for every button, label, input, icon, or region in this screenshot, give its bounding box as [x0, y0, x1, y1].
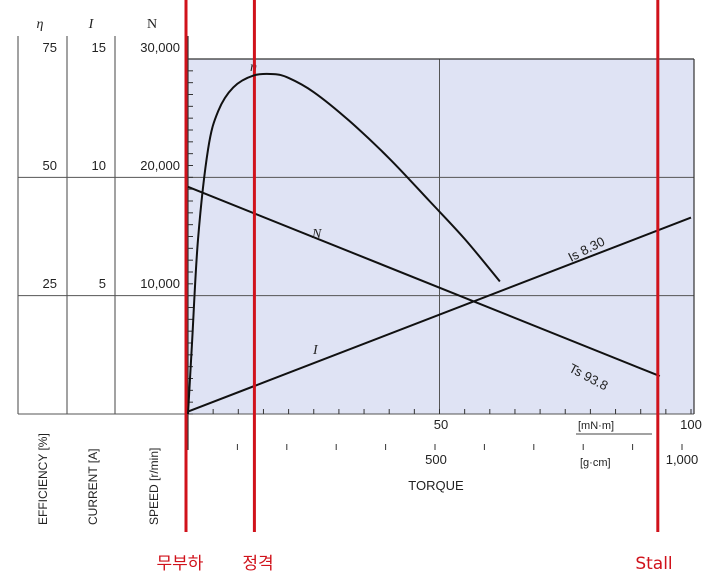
marker-label: 무부하: [157, 554, 204, 574]
current-tick-label: 5: [99, 276, 106, 291]
series-line-current: [187, 216, 692, 413]
plot-area: [188, 59, 694, 414]
efficiency-tick-label: 50: [43, 158, 57, 173]
speed-axis-title: SPEED [r/min]: [147, 448, 161, 525]
series-label-current: I: [312, 343, 319, 358]
current-header: I: [88, 17, 95, 32]
x-tick-label-g: 1,000: [666, 452, 699, 467]
x-tick-label-g: 500: [425, 452, 447, 467]
current-tick-label: 10: [92, 158, 106, 173]
efficiency-tick-label: 75: [43, 40, 57, 55]
x-unit-g: [g·cm]: [580, 457, 611, 469]
x-tick-label-mn: 50: [434, 417, 448, 432]
speed-tick-label: 20,000: [140, 158, 180, 173]
x-minor-ticks: [187, 409, 692, 450]
current-tick-label: 15: [92, 40, 106, 55]
horizontal-gridlines: [18, 176, 694, 415]
x-tick-label-mn: 100: [680, 417, 702, 432]
x-axis-title: TORQUE: [408, 478, 464, 493]
series-label-speed: N: [311, 227, 322, 242]
x-unit-mn: [mN·m]: [578, 420, 614, 432]
speed-tick-label: 30,000: [140, 40, 180, 55]
speed-header: N: [147, 17, 157, 32]
marker-label: Stall: [635, 554, 672, 574]
efficiency-axis-title: EFFICIENCY [%]: [36, 433, 50, 525]
marker-lines: 무부하 정격 Stall: [157, 0, 673, 574]
efficiency-header: η: [37, 17, 44, 32]
series-line-efficiency: [187, 72, 501, 415]
speed-tick-label: 10,000: [140, 276, 180, 291]
efficiency-tick-label: 25: [43, 276, 57, 291]
scale-columns: [17, 36, 116, 414]
current-axis-title: CURRENT [A]: [86, 449, 100, 525]
marker-label: 정격: [242, 554, 273, 574]
series-line-speed: [187, 185, 661, 378]
plot-frame: [187, 36, 695, 450]
